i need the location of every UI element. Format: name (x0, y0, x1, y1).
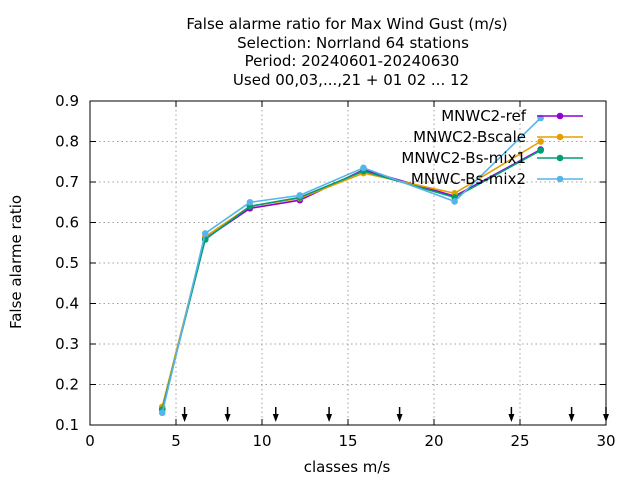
title-line-1: False alarme ratio for Max Wind Gust (m/… (186, 15, 507, 33)
series-layer (158, 114, 544, 417)
x-tick-label-5: 25 (510, 432, 529, 450)
legend-label-3: MNWC-Bs-mix2 (411, 170, 526, 188)
legend-label-0: MNWC2-ref (441, 107, 526, 125)
y-tick-label-2: 0.3 (55, 335, 79, 353)
legend-marker-1 (556, 133, 564, 141)
x-tick-label-4: 20 (424, 432, 443, 450)
y-tick-label-0: 0.1 (55, 416, 79, 434)
legend-marker-0 (556, 112, 564, 120)
class-markers (181, 407, 609, 422)
legend-label-1: MNWC2-Bscale (413, 128, 526, 146)
title-line-3: Period: 20240601-20240630 (245, 52, 460, 70)
legend-marker-2 (556, 154, 564, 162)
x-tick-label-2: 10 (252, 432, 271, 450)
y-axis-label: False alarme ratio (7, 195, 25, 329)
class-marker-arrow-3 (326, 414, 333, 422)
title-line-4: Used 00,03,...,21 + 01 02 ... 12 (233, 71, 469, 89)
series-3-point-3 (296, 192, 304, 199)
class-marker-arrow-2 (272, 414, 279, 422)
series-3-point-0 (158, 409, 166, 417)
class-marker-arrow-1 (224, 414, 231, 422)
x-axis-label: classes m/s (304, 458, 391, 476)
series-3-point-4 (360, 164, 367, 172)
series-3-point-5 (451, 198, 458, 205)
class-marker-arrow-4 (396, 414, 403, 422)
series-1-point-6 (537, 138, 544, 145)
y-tick-label-3: 0.4 (55, 295, 79, 313)
class-marker-arrow-5 (508, 414, 515, 422)
y-tick-label-4: 0.5 (55, 254, 79, 272)
y-tick-label-1: 0.2 (55, 376, 79, 394)
axes: 0 5 10 15 20 25 30 0.1 0.2 0.3 0.4 0.5 0.6 0.7 0.8 0.9 (55, 92, 615, 450)
x-tick-label-6: 30 (596, 432, 615, 450)
chart-title: False alarme ratio for Max Wind Gust (m/… (186, 15, 507, 89)
x-tick-label-0: 0 (85, 432, 95, 450)
series-line-0 (161, 148, 541, 409)
x-tick-label-3: 15 (338, 432, 357, 450)
y-tick-label-5: 0.6 (55, 214, 79, 232)
y-tick-label-8: 0.9 (55, 92, 79, 110)
series-line-2 (161, 149, 541, 410)
grid (90, 101, 606, 425)
series-3-point-2 (246, 198, 254, 206)
class-marker-arrow-6 (568, 414, 575, 422)
legend-marker-3 (556, 175, 564, 183)
x-tick-label-1: 5 (171, 432, 181, 450)
class-marker-arrow-0 (181, 414, 188, 422)
title-line-2: Selection: Norrland 64 stations (237, 34, 469, 52)
legend: MNWC2-ref MNWC2-Bscale MNWC2-Bs-mix1 MNWC-B… (401, 107, 583, 188)
legend-label-2: MNWC2-Bs-mix1 (401, 149, 526, 167)
series-3-point-1 (201, 230, 209, 237)
y-tick-label-7: 0.8 (55, 133, 79, 151)
y-tick-label-6: 0.7 (55, 173, 79, 191)
series-2-point-6 (537, 147, 544, 154)
